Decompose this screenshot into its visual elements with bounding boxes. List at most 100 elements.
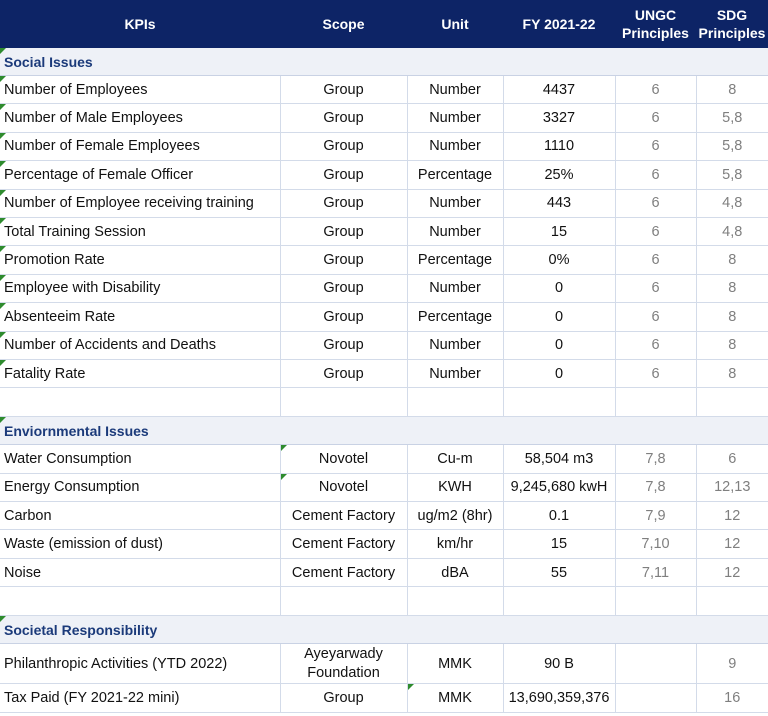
scope-cell: Group	[280, 103, 408, 133]
sdg-cell: 9	[696, 643, 768, 685]
scope-cell: Novotel	[280, 473, 408, 503]
kpi-cell: Water Consumption	[0, 444, 281, 474]
ungc-cell: 6	[615, 132, 697, 162]
scope-cell: Group	[280, 189, 408, 218]
scope-cell: Cement Factory	[280, 529, 408, 559]
table-row: Fatality Rate Group Number 0 6 8	[0, 359, 768, 389]
scope-cell: Group	[280, 245, 408, 275]
ungc-cell: 6	[615, 245, 697, 275]
sdg-cell: 8	[696, 359, 768, 389]
value-cell: 0	[503, 302, 616, 332]
header-sdg-line2: Principles	[698, 25, 766, 41]
blank-cell	[280, 387, 408, 418]
table-row: Promotion Rate Group Percentage 0% 6 8	[0, 245, 768, 275]
sdg-cell: 8	[696, 75, 768, 105]
blank-row	[0, 387, 768, 418]
table-row: Philanthropic Activities (YTD 2022) Ayey…	[0, 643, 768, 685]
unit-cell: Cu-m	[407, 444, 504, 474]
sdg-cell: 5,8	[696, 160, 768, 190]
sdg-cell: 12,13	[696, 473, 768, 503]
sdg-cell: 6	[696, 444, 768, 474]
header-ungc: UNGC Principles	[615, 0, 696, 48]
header-kpis: KPIs	[0, 0, 280, 48]
ungc-cell: 6	[615, 189, 697, 218]
scope-cell: Group	[280, 683, 408, 713]
value-cell: 3327	[503, 103, 616, 133]
blank-cell	[0, 586, 281, 617]
scope-cell: Group	[280, 359, 408, 389]
ungc-cell: 6	[615, 103, 697, 133]
kpi-cell: Philanthropic Activities (YTD 2022)	[0, 643, 281, 685]
sdg-cell: 5,8	[696, 103, 768, 133]
value-cell: 90 B	[503, 643, 616, 685]
blank-row	[0, 586, 768, 617]
table-row: Number of Male Employees Group Number 33…	[0, 103, 768, 133]
value-cell: 0	[503, 331, 616, 360]
sdg-cell: 4,8	[696, 189, 768, 218]
value-cell: 9,245,680 kwH	[503, 473, 616, 503]
kpi-cell: Tax Paid (FY 2021-22 mini)	[0, 683, 281, 713]
kpi-cell: Number of Accidents and Deaths	[0, 331, 281, 360]
kpi-cell: Carbon	[0, 501, 281, 531]
sdg-cell: 16	[696, 683, 768, 713]
value-cell: 0	[503, 274, 616, 304]
sdg-cell: 8	[696, 274, 768, 304]
header-ungc-line2: Principles	[622, 25, 689, 41]
section-row-societal: Societal Responsibility	[0, 615, 768, 645]
ungc-cell: 7,10	[615, 529, 697, 559]
unit-cell: Percentage	[407, 160, 504, 190]
scope-cell: Group	[280, 75, 408, 105]
unit-cell: Number	[407, 331, 504, 360]
ungc-cell: 7,9	[615, 501, 697, 531]
blank-cell	[503, 586, 616, 617]
kpi-cell: Waste (emission of dust)	[0, 529, 281, 559]
unit-cell: Number	[407, 189, 504, 218]
ungc-cell: 6	[615, 331, 697, 360]
scope-cell: Group	[280, 274, 408, 304]
blank-cell	[407, 586, 504, 617]
value-cell: 0.1	[503, 501, 616, 531]
ungc-cell	[615, 643, 697, 685]
value-cell: 1110	[503, 132, 616, 162]
section-title-social: Social Issues	[0, 48, 768, 76]
unit-cell: Number	[407, 359, 504, 389]
ungc-cell: 6	[615, 359, 697, 389]
blank-cell	[696, 586, 768, 617]
unit-cell: Number	[407, 274, 504, 304]
unit-cell: Number	[407, 75, 504, 105]
header-sdg: SDG Principles	[696, 0, 768, 48]
scope-cell: Group	[280, 217, 408, 247]
table-row: Number of Employee receiving training Gr…	[0, 189, 768, 218]
blank-cell	[280, 586, 408, 617]
scope-cell: Group	[280, 132, 408, 162]
sdg-cell: 12	[696, 558, 768, 588]
blank-cell	[696, 387, 768, 418]
value-cell: 25%	[503, 160, 616, 190]
header-fy: FY 2021-22	[503, 0, 615, 48]
ungc-cell	[615, 683, 697, 713]
header-ungc-line1: UNGC	[634, 7, 677, 23]
table-row: Employee with Disability Group Number 0 …	[0, 274, 768, 304]
sdg-cell: 8	[696, 331, 768, 360]
table-row: Percentage of Female Officer Group Perce…	[0, 160, 768, 190]
blank-cell	[615, 586, 697, 617]
unit-cell: KWH	[407, 473, 504, 503]
kpi-cell: Employee with Disability	[0, 274, 281, 304]
table-row: Waste (emission of dust) Cement Factory …	[0, 529, 768, 559]
ungc-cell: 6	[615, 160, 697, 190]
ungc-cell: 6	[615, 274, 697, 304]
blank-cell	[615, 387, 697, 418]
kpi-cell: Absenteeim Rate	[0, 302, 281, 332]
section-row-environmental: Enviornmental Issues	[0, 416, 768, 446]
value-cell: 55	[503, 558, 616, 588]
value-cell: 15	[503, 217, 616, 247]
kpi-cell: Percentage of Female Officer	[0, 160, 281, 190]
ungc-cell: 7,8	[615, 473, 697, 503]
section-row-social: Social Issues	[0, 48, 768, 76]
value-cell: 0%	[503, 245, 616, 275]
sdg-cell: 8	[696, 245, 768, 275]
unit-cell: Number	[407, 103, 504, 133]
section-title-societal: Societal Responsibility	[0, 615, 768, 645]
ungc-cell: 7,8	[615, 444, 697, 474]
